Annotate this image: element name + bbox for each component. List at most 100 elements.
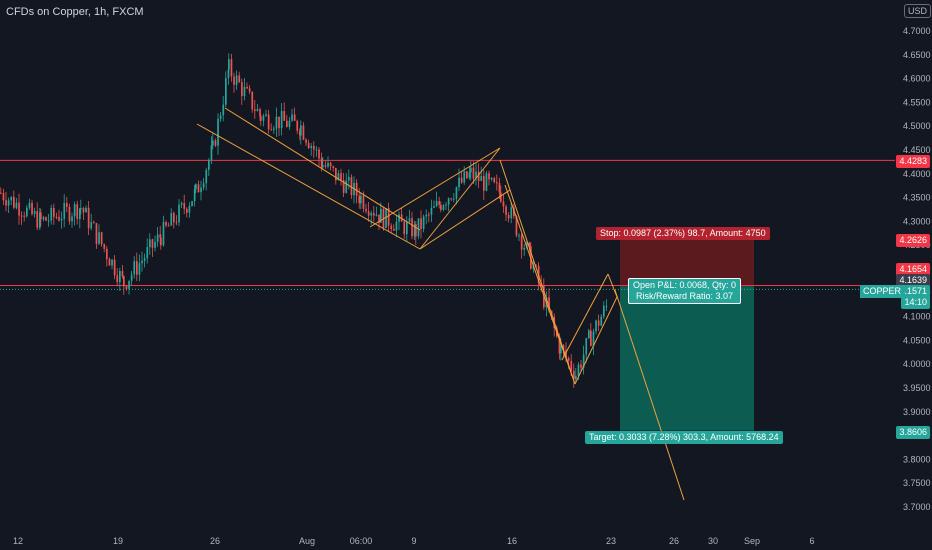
candle-body [470,167,472,173]
time-tick-label: 30 [708,536,718,546]
candle-body [408,218,411,222]
time-axis[interactable]: 12 19 26 Aug 06:00 9 16 23 26 30 Sep 6 [0,532,932,550]
candle-body [435,201,438,207]
candle-body [458,177,460,188]
candle-body [108,258,111,266]
candle-body [136,261,138,275]
candle-body [162,221,165,246]
candle-body [183,203,186,209]
candle-body [80,208,82,210]
candle-body [365,208,367,212]
horizontal-levels[interactable] [0,159,895,290]
price-tick-label: 4.0000 [903,359,931,369]
candle-body [406,221,408,235]
candle-body [20,215,23,217]
time-tick-label: 9 [411,536,416,546]
candle-body [283,111,286,121]
price-tick-label: 4.4000 [903,169,931,179]
candle-body [493,178,496,183]
candle-body [228,59,230,70]
candle-body [477,171,480,181]
candle-body [320,158,323,168]
candle-body [442,205,445,210]
candle-body [10,196,13,201]
candle-body [100,232,103,245]
candle-body [273,128,275,130]
candle-body [2,193,5,201]
candle-body [468,172,471,178]
candle-body [173,213,175,223]
candle-body [76,204,79,219]
pattern-drawings[interactable] [196,107,685,501]
candle-body [125,286,128,289]
candle-body [241,82,243,97]
candle-body [68,206,71,222]
candle-body [332,166,335,168]
candle-body [505,206,507,216]
candle-body [340,173,342,181]
candle-body [217,118,219,146]
price-tick-label: 4.0500 [903,335,931,345]
target-zone [620,286,754,431]
candle-body [47,220,50,222]
candle-body [186,208,188,213]
time-tick-label: Aug [299,536,315,546]
channel-top [369,147,501,250]
candle-body [518,235,520,237]
candle-body [146,247,149,259]
candle-body [270,129,273,131]
candle-body [170,213,173,226]
candle-body [193,189,196,202]
candle-body [296,120,299,131]
candle-body [415,224,417,237]
target-info-label: Target: 0.3033 (7.28%) 303.3, Amount: 57… [585,431,783,444]
candles [0,53,608,388]
candle-body [300,125,302,136]
candle-body [119,271,121,283]
candle-body [485,173,488,191]
candle-body [233,76,235,85]
price-tick-label: 3.7500 [903,478,931,488]
candle-body [93,222,95,224]
candle-body [466,171,468,178]
candle-body [577,364,580,376]
candle-body [483,175,485,191]
time-tick-label: 26 [669,536,679,546]
candle-body [7,200,10,206]
candle-body [413,224,416,237]
candle-body [116,275,119,283]
candle-body [329,162,332,167]
candle-body [463,171,466,183]
candle-body [58,216,60,221]
candle-body [558,336,561,354]
rising-channel-upper [561,273,609,361]
support-price-label-a: 4.1654 [896,263,930,276]
channel-bottom [419,189,511,250]
price-tick-label: 4.3000 [903,216,931,226]
candle-body [450,198,453,200]
candle-body [5,200,7,206]
candle-body [575,375,577,380]
candle-body [31,202,33,215]
candle-body [453,198,455,200]
candle-body [375,214,378,216]
candle-body [299,130,301,136]
candle-body [526,242,528,248]
target-price-label: 3.8606 [896,426,930,439]
candle-body [143,258,146,261]
candle-body [302,125,305,140]
resistance-price-label: 4.4283 [896,155,930,168]
candle-body [447,198,450,205]
candle-body [260,116,262,121]
candle-body [350,177,353,196]
candle-body [13,196,15,208]
candle-body [138,263,141,275]
candle-body [310,146,313,148]
candle-body [251,91,254,110]
price-tick-label: 3.8000 [903,454,931,464]
currency-badge[interactable]: USD [904,4,932,18]
stop-price-label: 4.2626 [896,234,930,247]
candle-body [455,187,458,199]
candle-body [562,345,565,350]
